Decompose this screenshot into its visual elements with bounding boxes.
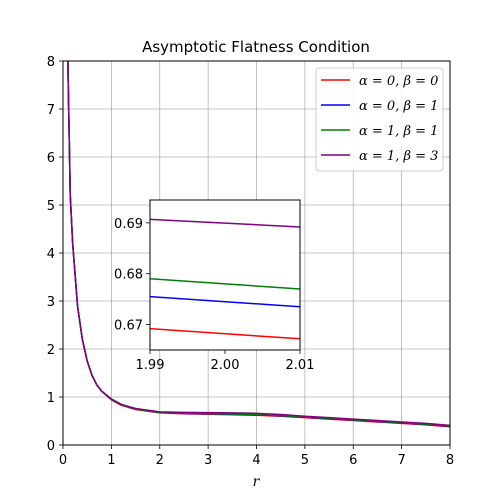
inset-series-line-3 xyxy=(150,278,300,290)
series-line-4 xyxy=(67,61,450,427)
x-tick-label: 1 xyxy=(107,453,115,468)
y-tick-label: 8 xyxy=(47,55,55,70)
x-tick-label: 6 xyxy=(349,453,357,468)
inset-y-tick-label: 0.69 xyxy=(114,217,143,232)
y-tick-label: 1 xyxy=(47,391,55,406)
legend-label: α = 1, β = 3 xyxy=(359,149,438,164)
legend-label: α = 1, β = 1 xyxy=(359,124,438,139)
x-tick-label: 0 xyxy=(59,453,67,468)
inset-y-tick-label: 0.67 xyxy=(114,319,143,334)
y-axis: 0 1 2 3 4 5 6 7 8 xyxy=(47,55,63,454)
x-tick-label: 3 xyxy=(204,453,212,468)
legend-label: α = 0, β = 1 xyxy=(359,99,438,114)
x-tick-label: 8 xyxy=(446,453,454,468)
inset-series xyxy=(150,218,300,340)
x-tick-label: 7 xyxy=(397,453,405,468)
x-tick-label: 5 xyxy=(301,453,309,468)
inset-y-tick-label: 0.68 xyxy=(114,268,143,283)
x-tick-label: 2 xyxy=(156,453,164,468)
inset-plot: 1.99 2.00 2.01 0.67 0.68 0.69 xyxy=(114,199,315,373)
y-tick-label: 7 xyxy=(47,103,55,118)
y-tick-label: 6 xyxy=(47,151,55,166)
x-axis-label: r xyxy=(253,474,261,490)
legend-label: α = 0, β = 0 xyxy=(359,74,438,89)
inset-series-line-2 xyxy=(150,295,300,308)
chart-title: Asymptotic Flatness Condition xyxy=(142,38,370,56)
y-tick-label: 2 xyxy=(47,343,55,358)
y-tick-label: 3 xyxy=(47,295,55,310)
series-lines xyxy=(67,61,450,428)
inset-x-tick-label: 1.99 xyxy=(136,358,165,373)
x-axis: 0 1 2 3 4 5 6 7 8 xyxy=(59,445,454,468)
inset-x-tick-label: 2.00 xyxy=(211,358,240,373)
y-tick-label: 4 xyxy=(47,247,55,262)
x-tick-label: 4 xyxy=(252,453,260,468)
legend-box xyxy=(315,67,444,172)
y-tick-label: 0 xyxy=(47,439,55,454)
y-tick-label: 5 xyxy=(47,199,55,214)
legend: α = 0, β = 0 α = 0, β = 1 α = 1, β = 1 α = … xyxy=(315,67,444,172)
inset-x-tick-label: 2.01 xyxy=(286,358,315,373)
inset-series-line-4 xyxy=(150,218,300,228)
inset-series-line-1 xyxy=(150,327,300,340)
